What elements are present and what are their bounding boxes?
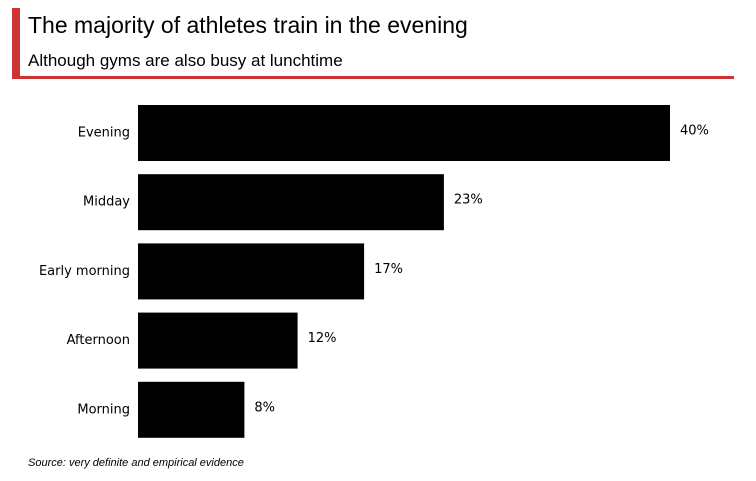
category-label: Evening xyxy=(78,126,130,141)
bar-midday xyxy=(138,174,444,231)
category-label: Early morning xyxy=(39,264,130,279)
category-label: Midday xyxy=(83,195,130,210)
category-label: Afternoon xyxy=(67,333,130,348)
header-rule xyxy=(12,76,734,79)
header-accent-bar xyxy=(12,8,20,78)
value-label: 8% xyxy=(254,400,275,415)
category-label: Morning xyxy=(77,402,130,417)
bar-evening xyxy=(138,105,670,161)
chart-subtitle: Although gyms are also busy at lunchtime xyxy=(28,51,343,70)
chart-title: The majority of athletes train in the ev… xyxy=(28,12,468,38)
bar-morning xyxy=(138,381,245,438)
bar-afternoon xyxy=(138,312,298,369)
value-label: 17% xyxy=(374,262,403,277)
source-note: Source: very definite and empirical evid… xyxy=(28,457,244,469)
value-label: 40% xyxy=(680,124,709,139)
bar-early-morning xyxy=(138,243,365,300)
value-label: 23% xyxy=(454,193,483,208)
value-label: 12% xyxy=(308,331,337,346)
